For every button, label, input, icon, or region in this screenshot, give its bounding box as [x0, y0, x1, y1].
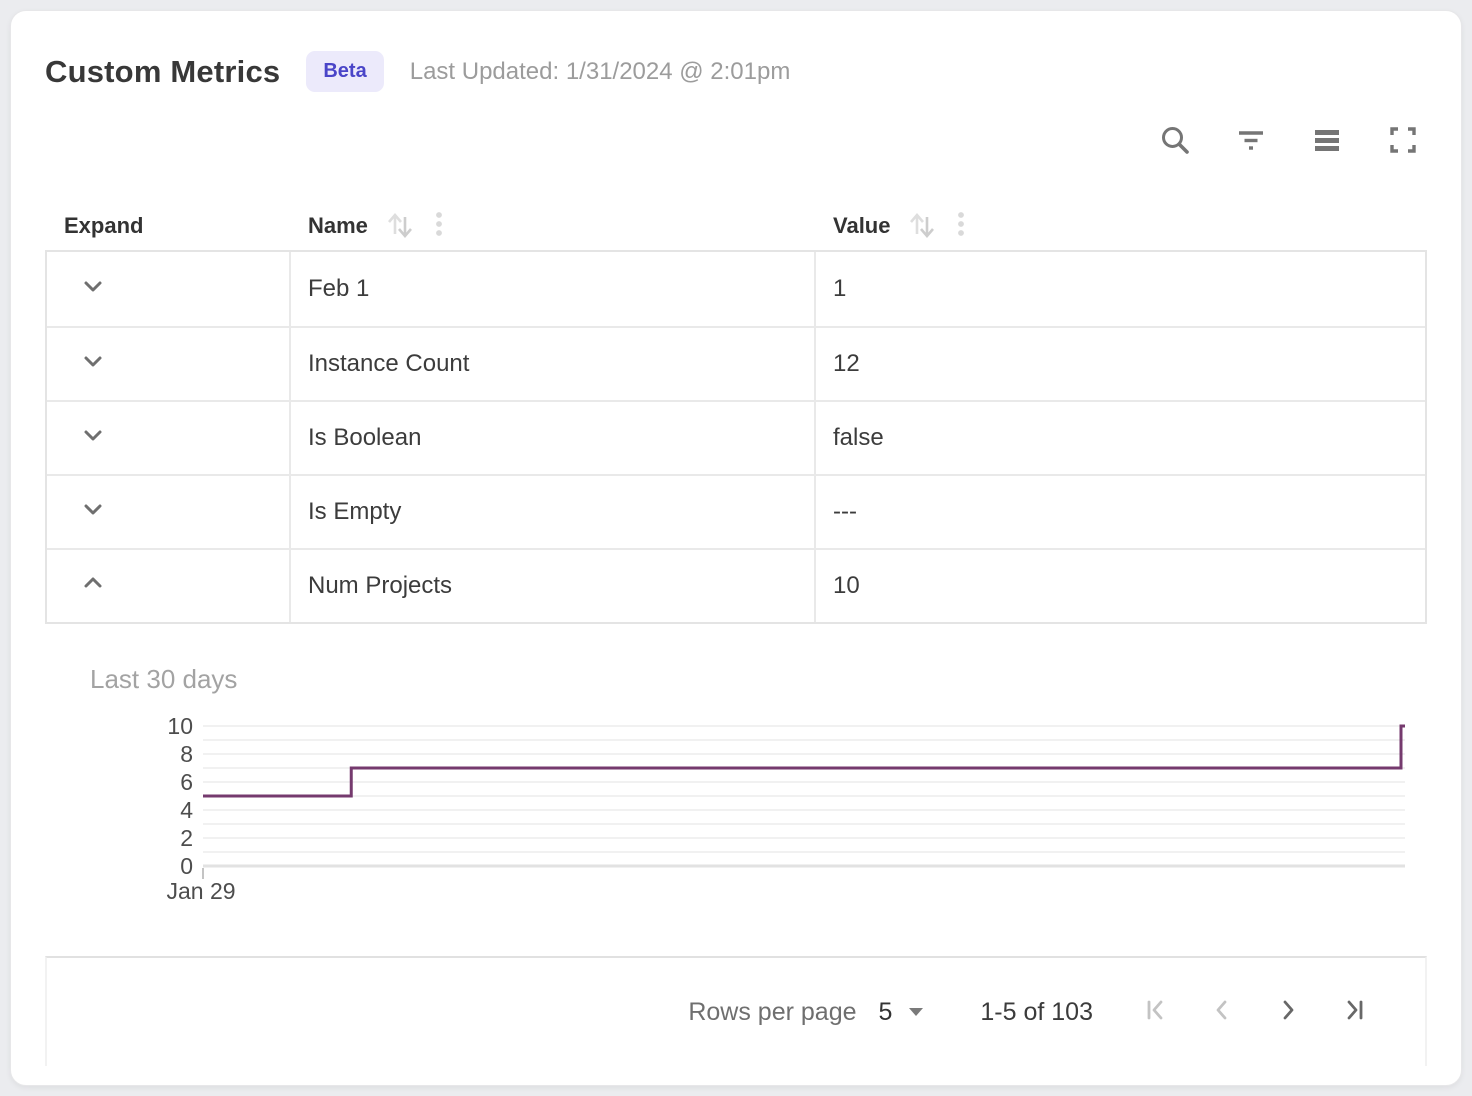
beta-badge: Beta — [306, 51, 384, 92]
svg-text:0: 0 — [180, 853, 193, 879]
table-row: Feb 1 1 — [47, 252, 1425, 326]
column-header-label: Expand — [64, 213, 144, 238]
search-icon — [1158, 123, 1192, 162]
filter-button[interactable] — [1233, 124, 1269, 160]
metric-history-chart-wrap: 0 2 4 6 8 10 Jan 29 — [111, 709, 1427, 914]
table-row: Instance Count 12 — [47, 326, 1425, 400]
last-page-button[interactable] — [1321, 992, 1387, 1032]
metric-value: 1 — [814, 252, 1425, 326]
previous-page-button[interactable] — [1189, 992, 1255, 1032]
column-header-expand: Expand — [45, 213, 289, 239]
last-page-icon — [1339, 995, 1369, 1030]
chevron-left-icon — [1207, 995, 1237, 1030]
table-header-row: Expand Name — [45, 202, 1427, 250]
metric-value: 10 — [814, 550, 1425, 622]
fullscreen-icon — [1386, 123, 1420, 162]
metric-value: 12 — [814, 328, 1425, 400]
first-page-button[interactable] — [1123, 992, 1189, 1032]
expand-row-button[interactable] — [78, 497, 108, 527]
chevron-up-icon — [80, 570, 106, 603]
rows-per-page-label: Rows per page — [688, 997, 857, 1026]
table-row: Num Projects 10 — [47, 548, 1425, 622]
last-updated-text: Last Updated: 1/31/2024 @ 2:01pm — [409, 57, 791, 85]
expand-row-button[interactable] — [78, 349, 108, 379]
column-header-value[interactable]: Value — [814, 209, 1427, 244]
metric-name: Feb 1 — [289, 252, 814, 326]
svg-text:10: 10 — [167, 713, 193, 739]
chevron-down-icon — [80, 422, 106, 455]
chevron-down-icon — [80, 496, 106, 529]
sort-icon[interactable] — [384, 209, 416, 244]
collapse-row-button[interactable] — [78, 571, 108, 601]
column-header-label: Name — [308, 213, 368, 238]
fullscreen-button[interactable] — [1385, 124, 1421, 160]
metric-name: Instance Count — [289, 328, 814, 400]
metric-value: false — [814, 402, 1425, 474]
page-header: Custom Metrics Beta Last Updated: 1/31/2… — [45, 51, 1427, 92]
svg-text:4: 4 — [180, 797, 193, 823]
caret-down-icon — [908, 1007, 924, 1017]
svg-text:6: 6 — [180, 769, 193, 795]
svg-text:Jan 29: Jan 29 — [166, 878, 235, 904]
metric-value: --- — [814, 476, 1425, 548]
rows-per-page-value: 5 — [878, 997, 893, 1026]
chevron-down-icon — [80, 273, 106, 306]
sort-icon[interactable] — [906, 209, 938, 244]
svg-text:2: 2 — [180, 825, 193, 851]
density-icon — [1310, 123, 1344, 162]
page-title: Custom Metrics — [45, 53, 281, 89]
next-page-button[interactable] — [1255, 992, 1321, 1032]
column-header-label: Value — [833, 213, 891, 238]
svg-text:8: 8 — [180, 741, 193, 767]
table-row: Is Empty --- — [47, 474, 1425, 548]
chart-title: Last 30 days — [90, 664, 238, 694]
pagination-range: 1-5 of 103 — [980, 997, 1093, 1026]
table-row: Is Boolean false — [47, 400, 1425, 474]
first-page-icon — [1141, 995, 1171, 1030]
pagination-bar: Rows per page 5 1-5 of 103 — [45, 956, 1427, 1066]
custom-metrics-card: Custom Metrics Beta Last Updated: 1/31/2… — [10, 10, 1462, 1086]
metric-name: Is Boolean — [289, 402, 814, 474]
filter-icon — [1234, 123, 1268, 162]
chevron-down-icon — [80, 348, 106, 381]
density-button[interactable] — [1309, 124, 1345, 160]
chevron-right-icon — [1273, 995, 1303, 1030]
search-button[interactable] — [1157, 124, 1193, 160]
rows-per-page-select[interactable]: 5 — [879, 998, 925, 1027]
column-menu-icon[interactable] — [434, 210, 444, 243]
pagination-nav — [1123, 992, 1387, 1032]
metrics-table: Feb 1 1 Instance Count 12 — [45, 250, 1427, 624]
table-toolbar — [45, 124, 1427, 160]
expand-row-button[interactable] — [78, 274, 108, 304]
metric-name: Is Empty — [289, 476, 814, 548]
column-menu-icon[interactable] — [956, 210, 966, 243]
expand-row-button[interactable] — [78, 423, 108, 453]
metric-name: Num Projects — [289, 550, 814, 622]
column-header-name[interactable]: Name — [289, 209, 814, 244]
